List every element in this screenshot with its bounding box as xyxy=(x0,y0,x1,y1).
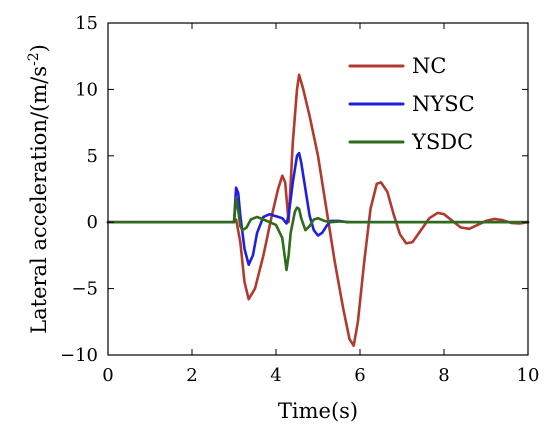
x-tick-label: 4 xyxy=(270,365,281,386)
y-axis-title: Lateral acceleration/(m/s-2) xyxy=(26,44,51,334)
ticks-layer: 0 2 4 6 8 10 −10 −5 0 5 10 15 xyxy=(60,13,539,386)
y-axis-title-close: ) xyxy=(27,44,51,52)
x-tick-label: 10 xyxy=(517,365,540,386)
series-layer xyxy=(106,73,530,348)
x-tick-label: 2 xyxy=(186,365,197,386)
legend-label-ysdc: YSDC xyxy=(411,130,473,154)
x-tick-label: 6 xyxy=(354,365,365,386)
y-tick-label: 15 xyxy=(75,13,98,34)
legend-label-nc: NC xyxy=(412,54,446,78)
y-tick-label: 5 xyxy=(87,146,98,167)
y-axis-title-main: Lateral acceleration/(m/s xyxy=(27,66,51,334)
y-axis-title-superscript: -2 xyxy=(26,52,42,66)
y-tick-label: −10 xyxy=(60,345,98,366)
legend: NC NYSC YSDC xyxy=(348,54,475,154)
x-tick-label: 8 xyxy=(438,365,449,386)
x-tick-label: 0 xyxy=(102,365,113,386)
y-tick-label: 0 xyxy=(87,212,98,233)
series-line-nysc xyxy=(106,151,530,267)
y-tick-label: −5 xyxy=(71,279,98,300)
plot-frame xyxy=(107,22,529,356)
series-line-ysdc xyxy=(106,197,530,272)
y-tick-label: 10 xyxy=(75,79,98,100)
legend-label-nysc: NYSC xyxy=(412,92,475,116)
x-axis-title: Time(s) xyxy=(278,399,358,423)
